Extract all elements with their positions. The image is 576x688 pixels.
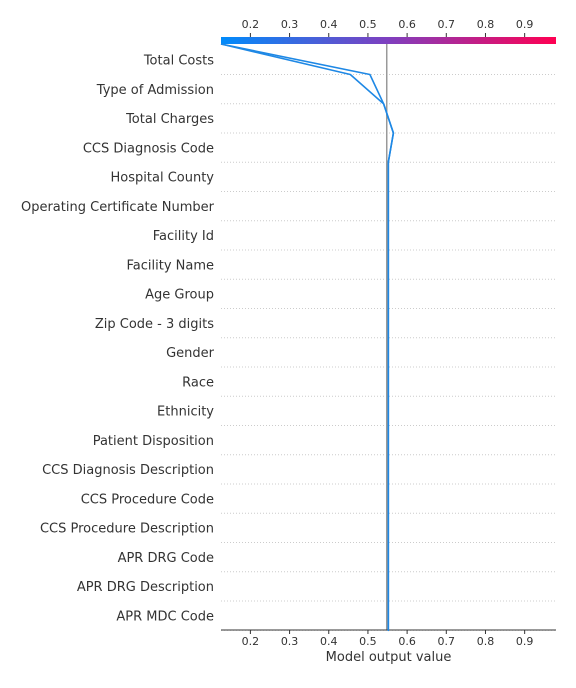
top-tick-label: 0.4	[320, 18, 338, 31]
top-axis-ticks: 0.2 0.3 0.4 0.5 0.6 0.7 0.8 0.9	[242, 18, 534, 37]
colorbar	[221, 37, 556, 44]
x-tick-label: 0.5	[359, 635, 377, 648]
top-tick-label: 0.8	[477, 18, 495, 31]
top-tick-label: 0.9	[516, 18, 534, 31]
top-tick-label: 0.3	[281, 18, 299, 31]
x-axis: 0.2 0.3 0.4 0.5 0.6 0.7 0.8 0.9	[221, 629, 556, 648]
feature-label: CCS Diagnosis Code	[83, 141, 214, 156]
feature-label: Operating Certificate Number	[21, 200, 215, 215]
decision-lines	[220, 43, 395, 632]
x-tick-label: 0.9	[516, 635, 534, 648]
feature-label: CCS Procedure Description	[40, 522, 214, 537]
feature-label: Type of Admission	[96, 83, 214, 98]
feature-label: Ethnicity	[157, 405, 214, 420]
feature-labels: Total Costs Type of Admission Total Charge…	[21, 54, 215, 625]
x-tick-label: 0.8	[477, 635, 495, 648]
feature-label: Facility Name	[126, 258, 214, 273]
top-tick-label: 0.2	[242, 18, 260, 31]
feature-label: Total Charges	[125, 112, 214, 127]
top-tick-label: 0.5	[359, 18, 377, 31]
feature-label: CCS Diagnosis Description	[42, 463, 214, 478]
feature-label: APR MDC Code	[116, 609, 214, 624]
feature-label: Total Costs	[143, 54, 214, 69]
x-axis-label: Model output value	[326, 650, 452, 665]
feature-label: Zip Code - 3 digits	[95, 317, 214, 332]
x-tick-label: 0.6	[398, 635, 416, 648]
feature-label: APR DRG Code	[118, 551, 214, 566]
feature-label: Gender	[166, 346, 215, 361]
feature-label: Race	[182, 375, 214, 390]
grid-lines	[221, 74, 556, 631]
feature-label: Facility Id	[153, 229, 214, 244]
decision-line-1	[220, 43, 395, 632]
x-tick-label: 0.4	[320, 635, 338, 648]
top-tick-label: 0.7	[438, 18, 456, 31]
x-tick-label: 0.3	[281, 635, 299, 648]
decision-line-2	[220, 43, 395, 632]
feature-label: APR DRG Description	[77, 580, 214, 595]
top-tick-label: 0.6	[398, 18, 416, 31]
x-tick-label: 0.2	[242, 635, 260, 648]
feature-label: CCS Procedure Code	[81, 492, 214, 507]
feature-label: Age Group	[145, 288, 214, 303]
x-tick-label: 0.7	[438, 635, 456, 648]
feature-label: Patient Disposition	[93, 434, 214, 449]
feature-label: Hospital County	[111, 171, 215, 186]
